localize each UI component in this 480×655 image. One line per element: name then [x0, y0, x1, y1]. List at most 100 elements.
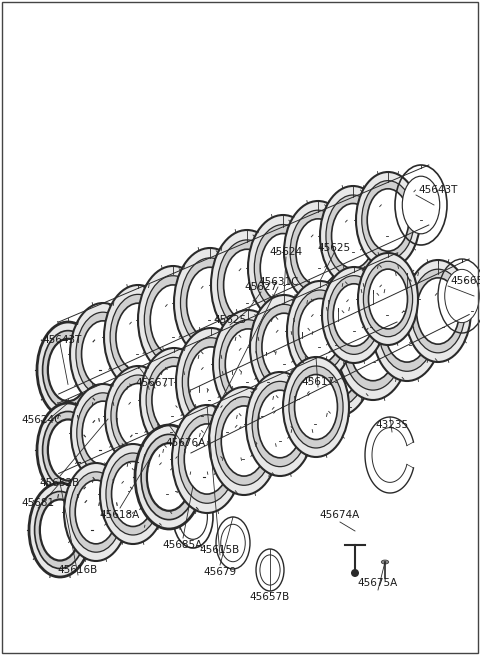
Ellipse shape	[129, 455, 175, 527]
Ellipse shape	[381, 560, 389, 564]
Ellipse shape	[182, 338, 240, 426]
Ellipse shape	[208, 380, 256, 452]
Ellipse shape	[82, 321, 124, 387]
Ellipse shape	[417, 278, 459, 344]
Ellipse shape	[315, 327, 361, 397]
Ellipse shape	[332, 204, 374, 269]
Ellipse shape	[77, 393, 129, 473]
Ellipse shape	[283, 357, 349, 457]
Ellipse shape	[133, 462, 171, 521]
Ellipse shape	[35, 491, 85, 569]
Ellipse shape	[144, 276, 202, 364]
Text: 45643T: 45643T	[418, 185, 457, 195]
Ellipse shape	[235, 352, 297, 446]
Ellipse shape	[178, 415, 236, 503]
Ellipse shape	[349, 309, 396, 381]
Ellipse shape	[150, 285, 196, 355]
Ellipse shape	[269, 332, 335, 432]
Ellipse shape	[172, 405, 242, 513]
Text: 45652B: 45652B	[40, 478, 80, 488]
Ellipse shape	[117, 383, 159, 449]
Ellipse shape	[384, 292, 430, 362]
Ellipse shape	[225, 329, 271, 399]
Ellipse shape	[363, 261, 413, 337]
Ellipse shape	[188, 347, 234, 417]
Ellipse shape	[213, 387, 251, 445]
Ellipse shape	[351, 569, 359, 577]
Ellipse shape	[250, 295, 318, 399]
Ellipse shape	[48, 419, 88, 481]
Text: 45674A: 45674A	[320, 510, 360, 520]
Ellipse shape	[296, 219, 340, 285]
Ellipse shape	[85, 427, 131, 497]
Ellipse shape	[203, 372, 261, 460]
Ellipse shape	[137, 468, 167, 514]
Ellipse shape	[184, 424, 230, 494]
Ellipse shape	[248, 215, 318, 321]
Ellipse shape	[367, 189, 409, 252]
Ellipse shape	[176, 328, 246, 436]
Ellipse shape	[356, 172, 420, 268]
Ellipse shape	[256, 305, 312, 390]
Ellipse shape	[320, 186, 386, 286]
Ellipse shape	[405, 260, 471, 362]
Text: 45617: 45617	[301, 377, 335, 387]
Text: 45657B: 45657B	[250, 592, 290, 602]
Ellipse shape	[358, 253, 418, 345]
Ellipse shape	[111, 375, 165, 457]
Text: 45627: 45627	[244, 282, 277, 292]
Ellipse shape	[75, 480, 117, 544]
Ellipse shape	[295, 375, 337, 440]
Ellipse shape	[402, 176, 440, 234]
Ellipse shape	[444, 269, 479, 323]
Text: 45625: 45625	[317, 243, 350, 253]
Ellipse shape	[147, 443, 191, 511]
Ellipse shape	[106, 453, 160, 535]
Ellipse shape	[216, 397, 273, 485]
Ellipse shape	[141, 434, 197, 519]
Ellipse shape	[284, 201, 352, 303]
Ellipse shape	[70, 303, 136, 405]
Ellipse shape	[219, 320, 276, 408]
Text: 45624: 45624	[269, 247, 302, 257]
Ellipse shape	[326, 195, 380, 277]
Ellipse shape	[90, 434, 126, 490]
Ellipse shape	[48, 339, 88, 402]
Ellipse shape	[290, 210, 346, 294]
Text: 45681: 45681	[22, 498, 55, 508]
Ellipse shape	[179, 495, 207, 539]
Ellipse shape	[70, 472, 122, 552]
Ellipse shape	[116, 303, 160, 371]
Text: 45631C: 45631C	[258, 277, 299, 287]
Ellipse shape	[293, 290, 347, 372]
Ellipse shape	[181, 405, 216, 459]
Ellipse shape	[104, 285, 172, 389]
Ellipse shape	[287, 281, 353, 381]
Ellipse shape	[289, 366, 343, 448]
Ellipse shape	[344, 300, 403, 390]
Text: 45667T: 45667T	[135, 378, 175, 388]
Ellipse shape	[262, 313, 306, 381]
Ellipse shape	[152, 366, 196, 434]
Ellipse shape	[309, 318, 367, 406]
Ellipse shape	[64, 463, 128, 561]
Ellipse shape	[252, 381, 308, 466]
Ellipse shape	[337, 290, 409, 400]
Ellipse shape	[110, 294, 166, 380]
Text: 45616B: 45616B	[58, 565, 98, 575]
Ellipse shape	[369, 269, 408, 329]
Text: 45676A: 45676A	[166, 438, 206, 448]
Ellipse shape	[258, 390, 302, 458]
Ellipse shape	[177, 398, 221, 466]
Ellipse shape	[224, 250, 270, 321]
Ellipse shape	[111, 462, 155, 527]
Ellipse shape	[411, 269, 465, 353]
Ellipse shape	[29, 483, 91, 577]
Ellipse shape	[372, 273, 442, 381]
Ellipse shape	[299, 299, 341, 364]
Text: 45679: 45679	[204, 567, 237, 577]
Ellipse shape	[246, 369, 286, 430]
Ellipse shape	[217, 240, 276, 330]
Ellipse shape	[43, 411, 94, 489]
Ellipse shape	[172, 390, 226, 474]
